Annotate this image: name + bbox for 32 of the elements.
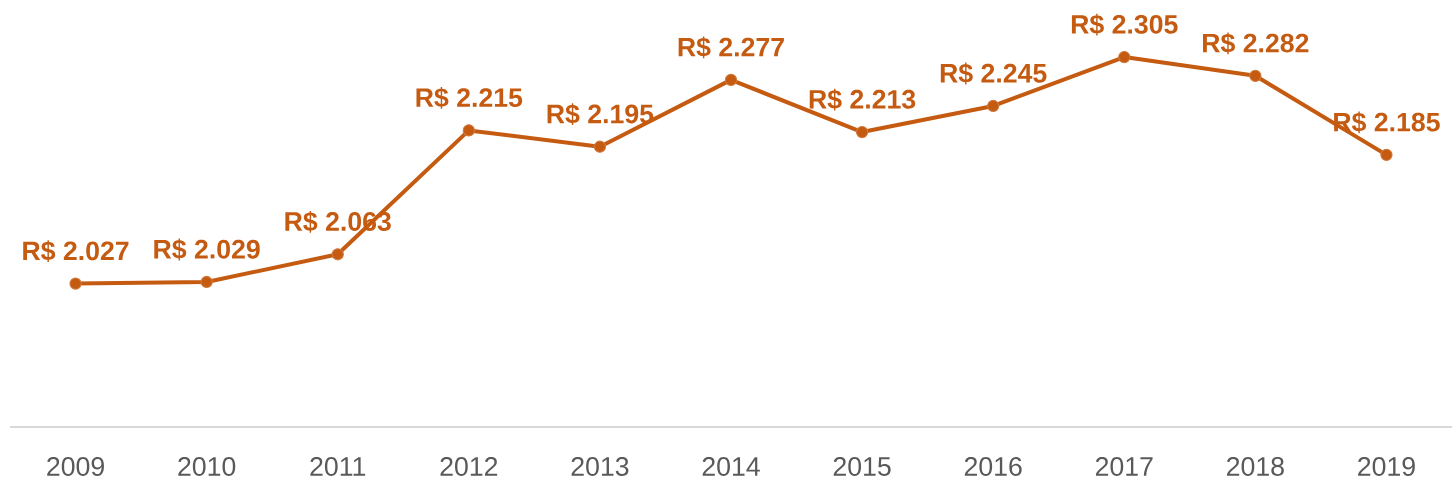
point xyxy=(1380,148,1393,161)
x-tick-label: 2017 xyxy=(1095,457,1153,476)
data-label: R$ 2.277 xyxy=(678,36,784,59)
x-tick-label: 2015 xyxy=(833,457,891,476)
point xyxy=(593,140,607,153)
data-label: R$ 2.245 xyxy=(940,62,1047,85)
x-tick-label: 2014 xyxy=(702,457,760,476)
data-label: R$ 2.305 xyxy=(1071,13,1178,36)
point xyxy=(331,248,344,261)
x-tick-label: 2016 xyxy=(964,457,1022,476)
x-tick-label: 2011 xyxy=(310,457,366,476)
point xyxy=(855,125,869,139)
x-tick-label: 2018 xyxy=(1227,457,1284,476)
point xyxy=(724,73,738,87)
x-tick-label: 2019 xyxy=(1358,457,1415,476)
point xyxy=(987,99,1000,113)
data-label: R$ 2.029 xyxy=(154,238,260,261)
point xyxy=(200,275,213,289)
data-label: R$ 2.213 xyxy=(809,88,916,111)
point xyxy=(1249,69,1262,82)
data-label: R$ 2.185 xyxy=(1334,111,1440,134)
data-label: R$ 2.027 xyxy=(23,240,129,263)
data-label: R$ 2.215 xyxy=(416,87,523,109)
data-label: R$ 2.195 xyxy=(547,103,654,126)
x-tick-label: 2009 xyxy=(47,457,104,476)
x-tick-label: 2012 xyxy=(440,457,498,476)
x-tick-label: 2010 xyxy=(178,457,236,476)
data-label: R$ 2.282 xyxy=(1203,32,1309,55)
point xyxy=(1118,50,1131,64)
point xyxy=(462,124,475,137)
x-tick-label: 2013 xyxy=(571,457,629,476)
point xyxy=(69,277,82,290)
